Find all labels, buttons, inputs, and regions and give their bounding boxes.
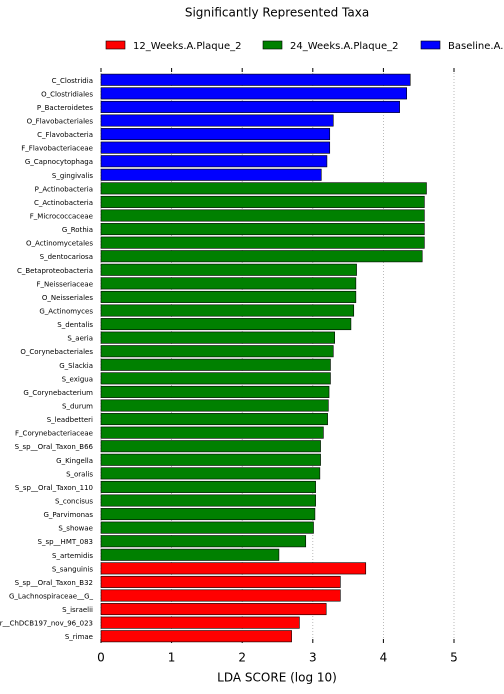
legend-label: 24_Weeks.A.Plaque_2	[290, 41, 399, 52]
y-tick-label: F_Neisseriaceae	[37, 280, 93, 288]
bar	[100, 290, 357, 303]
y-tick-label: G_Capnocytophaga	[25, 158, 93, 166]
bar	[100, 182, 427, 195]
y-tick-label: S_sp__Oral_Taxon_110	[15, 484, 93, 492]
y-tick-label: G_Rothia	[62, 226, 93, 234]
bar	[100, 155, 328, 168]
y-tick-label: F_Micrococcaceae	[30, 213, 93, 221]
bar	[100, 87, 407, 100]
y-tick-label: G_Corynebacterium	[23, 389, 93, 397]
bar	[100, 467, 321, 480]
bar	[100, 453, 321, 466]
y-tick-label: G_Kingella	[56, 457, 93, 465]
y-tick-label: O_Flavobacteriales	[27, 118, 94, 126]
y-tick-label: G_Actinomyces	[39, 308, 93, 316]
y-tick-label: C_Betaproteobacteria	[17, 267, 93, 275]
y-tick-label: P_Actinobacteria	[35, 185, 93, 193]
x-tick-label: 2	[238, 651, 246, 665]
y-tick-label: C_Clostridia	[52, 77, 93, 85]
bar	[100, 277, 357, 290]
bar	[100, 73, 411, 86]
bar	[100, 575, 341, 588]
bar	[100, 236, 425, 249]
chart-title: Significantly Represented Taxa	[185, 6, 369, 20]
bar	[100, 521, 314, 534]
bar	[100, 440, 321, 453]
bar	[100, 331, 335, 344]
y-tick-label: S_sanguinis	[52, 565, 94, 573]
bar	[100, 100, 400, 113]
legend-label: 12_Weeks.A.Plaque_2	[133, 41, 242, 52]
y-tick-label: O_Corynebacteriales	[20, 348, 93, 356]
bar	[100, 114, 334, 127]
bar	[100, 223, 425, 236]
bar	[100, 399, 329, 412]
y-tick-label: S_sp__HMT_083	[38, 538, 93, 546]
y-tick-label: S_dentocariosa	[40, 253, 93, 261]
bar	[100, 372, 331, 385]
bar	[100, 385, 330, 398]
y-tick-label: O_Clostridiales	[41, 90, 93, 98]
y-tick-label: G_Lachnospiraceae__G_	[9, 593, 93, 601]
y-tick-label: S_gingivalis	[52, 172, 93, 180]
bar	[100, 616, 300, 629]
bar	[100, 209, 425, 222]
x-tick-label: 5	[450, 651, 458, 665]
bar	[100, 630, 292, 643]
y-tick-label: P_Bacteroidetes	[37, 104, 93, 112]
legend-swatch	[262, 40, 283, 50]
bar	[100, 168, 322, 181]
bar	[100, 128, 331, 141]
y-tick-label: S_artemidis	[52, 552, 93, 560]
y-tick-label: r__ChDCB197_nov_96_023	[0, 620, 93, 628]
y-tick-label: S_durum	[62, 403, 93, 411]
y-tick-label: S_israelii	[62, 606, 93, 614]
bar	[100, 480, 316, 493]
y-tick-label: S_rimae	[65, 633, 93, 641]
y-tick-label: S_leadbetteri	[47, 416, 93, 424]
y-tick-label: C_Flavobacteria	[37, 131, 93, 139]
x-tick-label: 0	[97, 651, 105, 665]
bar	[100, 535, 307, 548]
bar	[100, 250, 423, 263]
x-tick-label: 1	[168, 651, 176, 665]
x-axis-label: LDA SCORE (log 10)	[217, 671, 337, 685]
bar	[100, 358, 331, 371]
y-tick-label: F_Flavobacteriaceae	[21, 145, 93, 153]
y-tick-label: F_Corynebacteriaceae	[15, 430, 93, 438]
y-tick-label: S_sp__Oral_Taxon_B32	[15, 579, 93, 587]
bar	[100, 548, 280, 561]
bar	[100, 508, 316, 521]
legend-swatch	[105, 40, 126, 50]
bar	[100, 603, 327, 616]
x-tick-label: 4	[380, 651, 388, 665]
y-tick-label: O_Neisseriales	[42, 294, 93, 302]
y-tick-label: C_Actinobacteria	[34, 199, 93, 207]
bar	[100, 589, 341, 602]
legend-label: Baseline.A.	[448, 41, 503, 52]
y-tick-label: G_Slackia	[59, 362, 93, 370]
bar	[100, 345, 334, 358]
bar	[100, 318, 352, 331]
x-tick-label: 3	[309, 651, 317, 665]
y-tick-label: S_aeria	[67, 335, 93, 343]
bar	[100, 494, 316, 507]
y-tick-label: O_Actinomycetales	[26, 240, 93, 248]
bar	[100, 562, 367, 575]
y-tick-label: S_concisus	[55, 498, 93, 506]
bar	[100, 304, 355, 317]
y-tick-label: G_Parvimonas	[43, 511, 93, 519]
legend-swatch	[420, 40, 441, 50]
y-tick-label: S_exigua	[62, 375, 93, 383]
bar	[100, 263, 357, 276]
y-tick-label: S_sp__Oral_Taxon_B66	[15, 443, 94, 451]
bar	[100, 141, 331, 154]
bar	[100, 195, 425, 208]
y-tick-label: S_oralis	[66, 470, 93, 478]
y-tick-label: S_dentalis	[57, 321, 93, 329]
bar	[100, 426, 324, 439]
bar	[100, 413, 328, 426]
y-tick-label: S_showae	[58, 525, 93, 533]
